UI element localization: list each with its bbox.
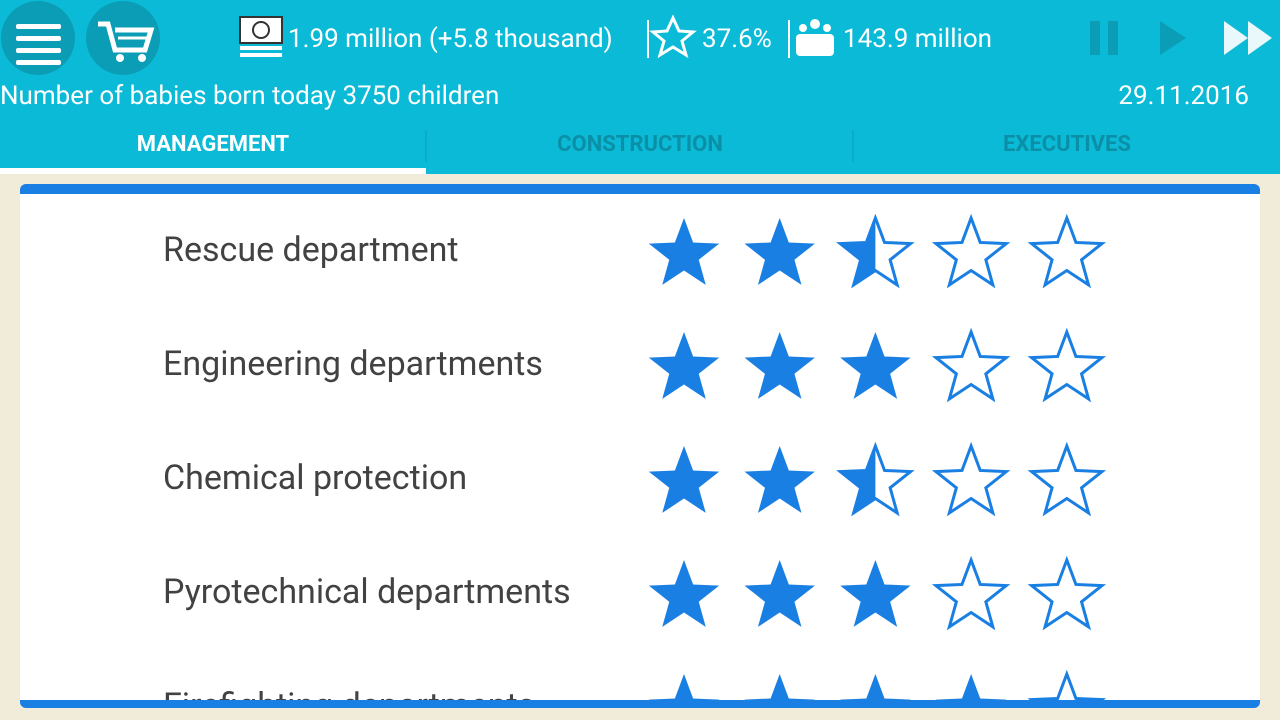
rating-star [1027, 327, 1107, 403]
rating-star [744, 218, 815, 285]
department-label: Chemical protection [163, 458, 467, 498]
rating-star [840, 332, 911, 399]
rating-star [648, 446, 720, 513]
tab[interactable]: MANAGEMENT [137, 132, 290, 157]
star-half [840, 446, 876, 513]
star-full [648, 674, 720, 700]
header-bg [0, 0, 1280, 174]
star-outline [1027, 213, 1107, 289]
rating-star [744, 674, 815, 700]
star-outline [1027, 669, 1107, 700]
rating-star [744, 560, 815, 627]
pause-button[interactable] [1090, 21, 1118, 55]
rating-star [1027, 441, 1107, 517]
star-full [744, 218, 815, 285]
star-outline [931, 441, 1011, 517]
rating-star [931, 555, 1011, 631]
approval: 37.6% [702, 24, 772, 54]
rating-star [648, 674, 720, 700]
news-ticker: Number of babies born today 3750 childre… [0, 81, 499, 111]
star-full [935, 674, 1007, 700]
star-outline [931, 555, 1011, 631]
money-icon [239, 16, 283, 57]
rating-star [648, 560, 720, 627]
rating-star [744, 332, 815, 399]
rating-star [840, 560, 911, 627]
rating-star [836, 441, 915, 517]
rating-star [744, 446, 815, 513]
rating-star [931, 327, 1011, 403]
star-outline [1027, 441, 1107, 517]
tab-indicator [0, 168, 426, 174]
rating-star [1027, 555, 1107, 631]
rating-star [840, 674, 911, 700]
play-button[interactable] [1160, 21, 1186, 55]
star-full [648, 332, 720, 399]
department-label: Engineering departments [163, 344, 543, 384]
money: 1.99 million (+5.8 thousand) [288, 24, 613, 54]
star-full [840, 674, 911, 700]
shop-button[interactable] [86, 1, 160, 75]
star-full [744, 446, 815, 513]
star-full [840, 332, 911, 399]
star-full [840, 560, 911, 627]
department-label: Pyrotechnical departments [163, 572, 571, 612]
star-full [648, 218, 720, 285]
rating-star [931, 213, 1011, 289]
tab[interactable]: CONSTRUCTION [557, 132, 723, 157]
population: 143.9 million [843, 24, 992, 54]
star-full [744, 674, 815, 700]
rating-star [648, 218, 720, 285]
star-outline [1027, 555, 1107, 631]
department-label: Firefighting departments [163, 686, 535, 720]
tab[interactable]: EXECUTIVES [1003, 132, 1131, 157]
star-full [744, 332, 815, 399]
star-outline [931, 213, 1011, 289]
department-label: Rescue department [163, 230, 459, 270]
star-outline [1027, 327, 1107, 403]
menu-button[interactable] [1, 1, 75, 75]
date: 29.11.2016 [1118, 81, 1249, 111]
department-list: Rescue department Engineering departments… [163, 213, 1107, 720]
star-half [840, 218, 876, 285]
approval-icon [649, 14, 697, 59]
star-full [744, 560, 815, 627]
rating-star [648, 332, 720, 399]
star-full [648, 560, 720, 627]
rating-star [1027, 669, 1107, 700]
rating-star [931, 441, 1011, 517]
fast-forward-button[interactable] [1224, 21, 1272, 55]
population-icon [796, 19, 834, 56]
rating-star [1027, 213, 1107, 289]
star-outline [931, 327, 1011, 403]
rating-star [935, 674, 1007, 700]
rating-star [836, 213, 915, 289]
star-full [648, 446, 720, 513]
